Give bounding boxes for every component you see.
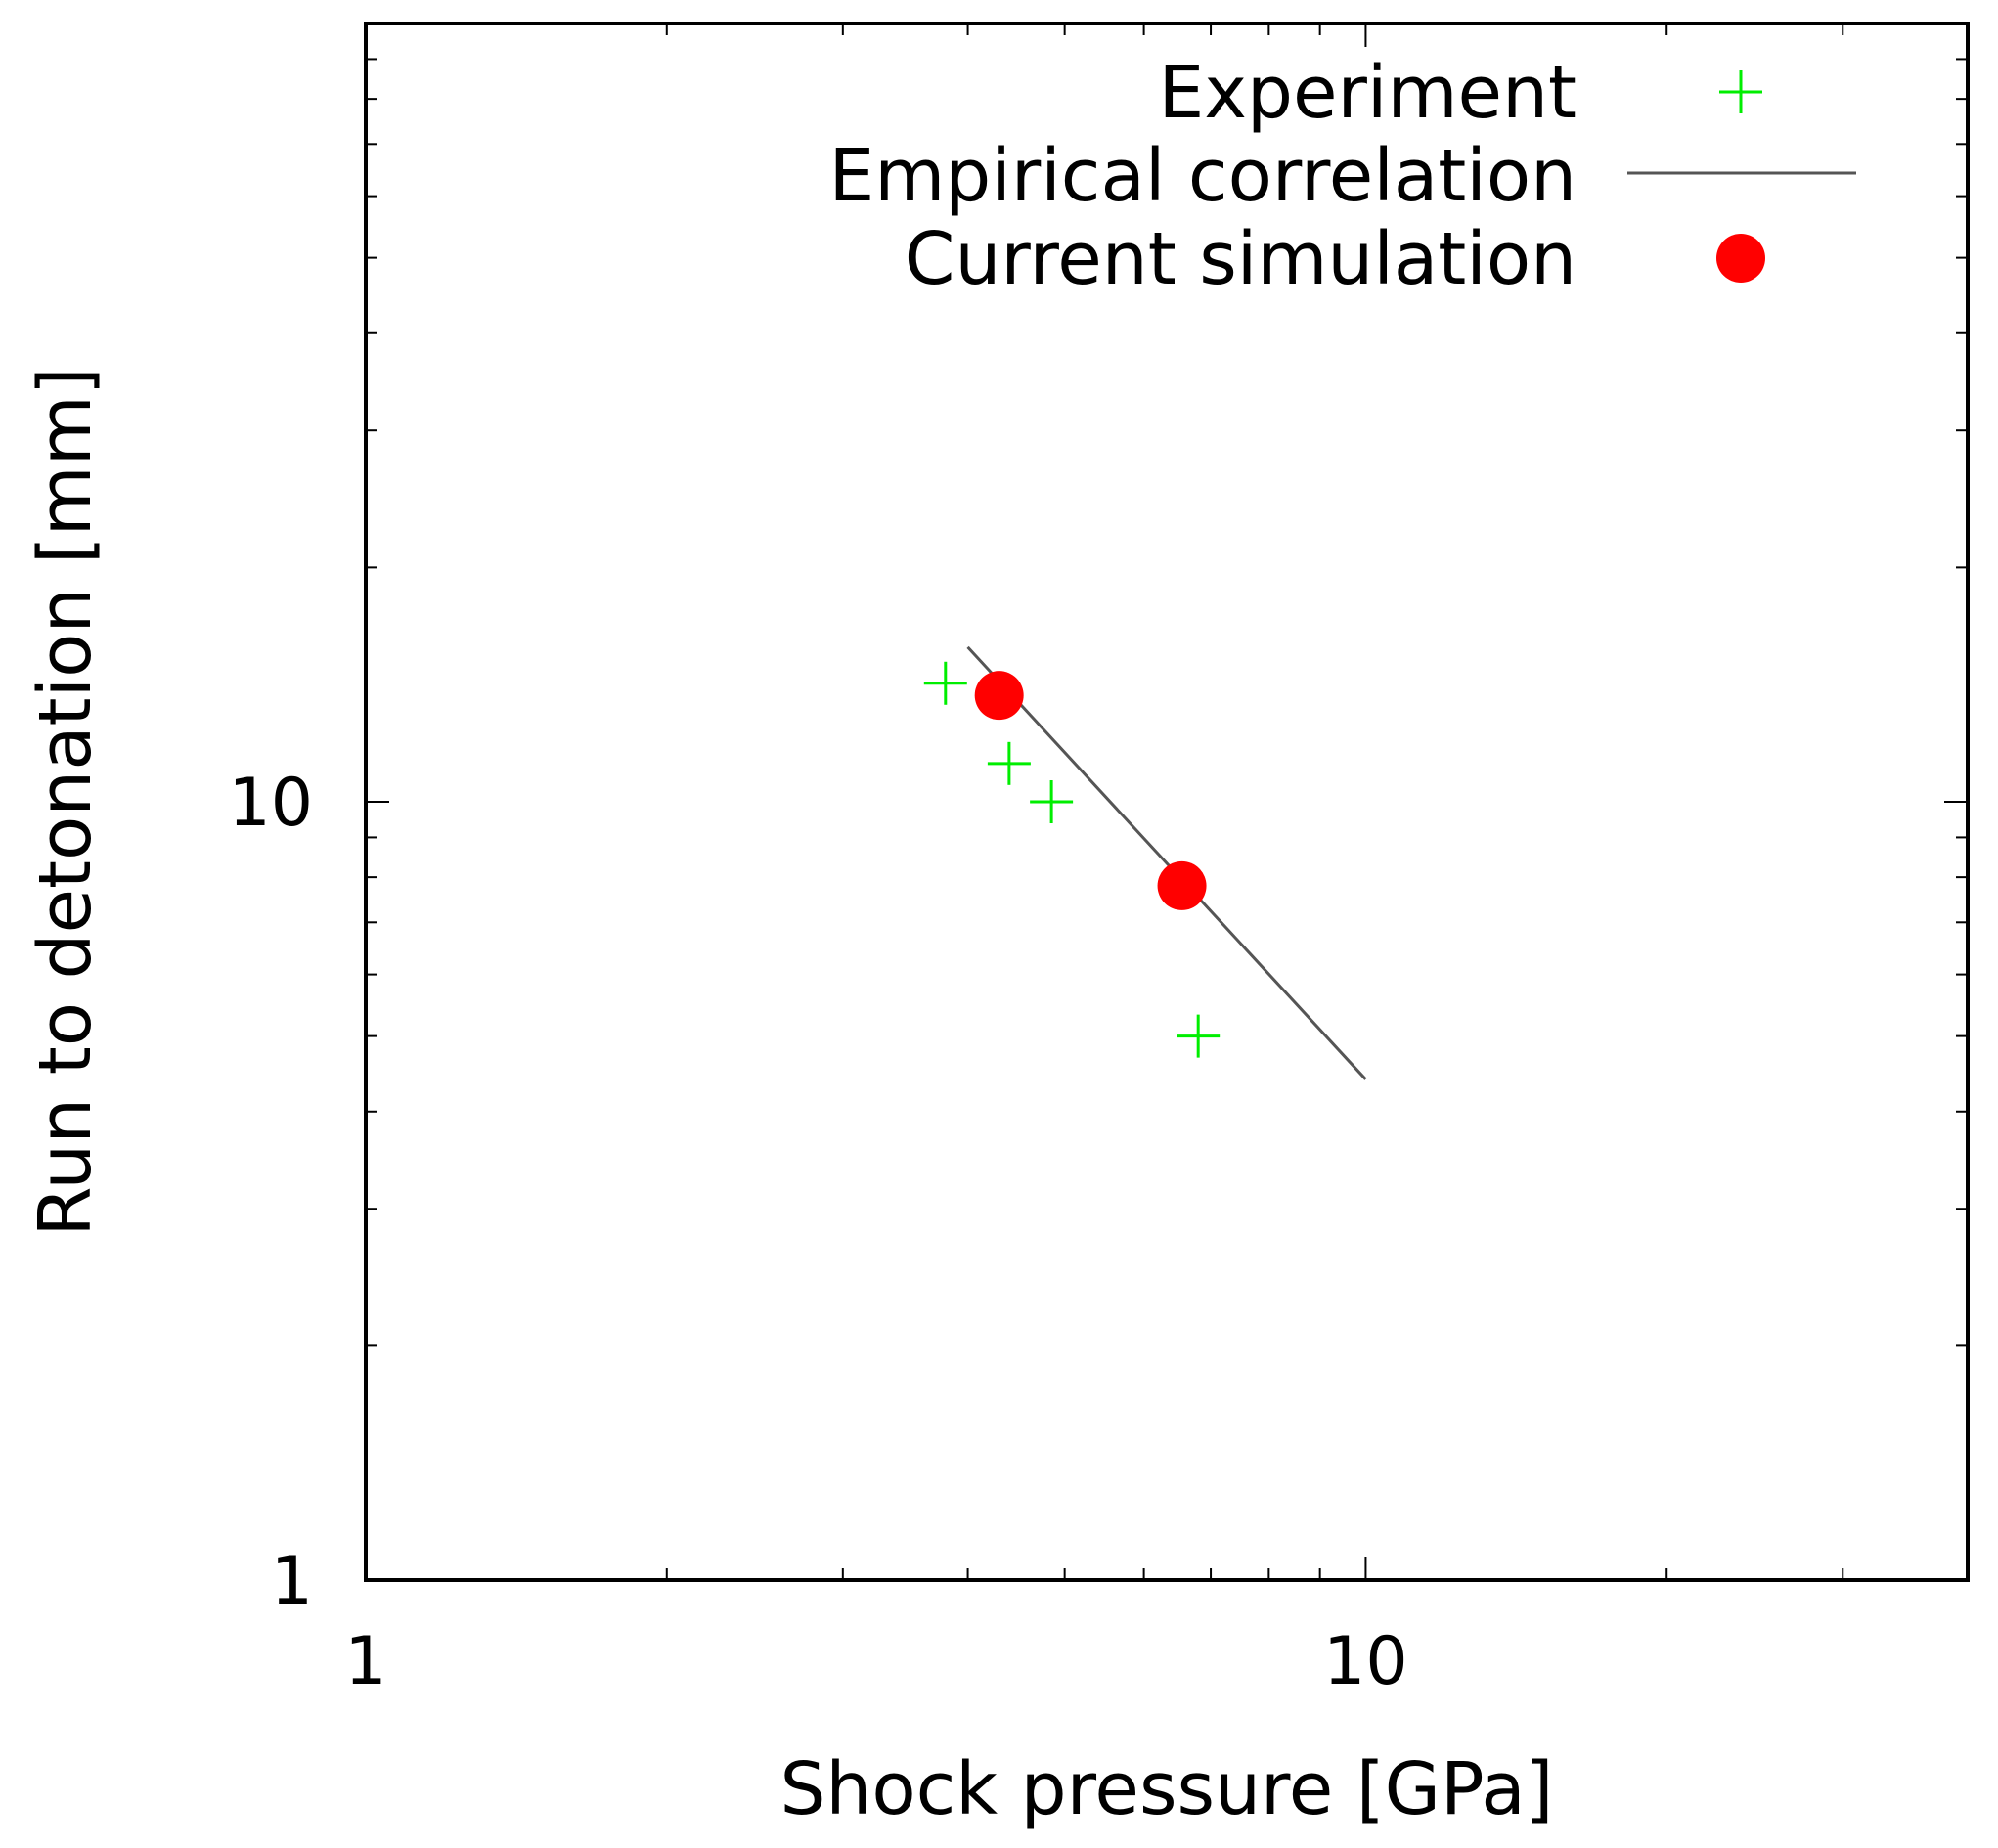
experiment-point (1030, 780, 1074, 823)
experiment-point (1177, 1014, 1221, 1058)
legend-circle-marker (1716, 234, 1765, 283)
experiment-point (923, 661, 967, 705)
y-tick-label: 10 (228, 765, 313, 842)
tick-labels-layer: 1 10 1 10 (228, 765, 1407, 1700)
y-tick-label: 1 (271, 1543, 313, 1620)
simulation-point (1157, 860, 1207, 910)
legend-plus-marker (1719, 70, 1762, 113)
x-tick-label: 10 (1323, 1623, 1408, 1700)
experiment-point (987, 741, 1031, 785)
y-axis-title: Run to detonation [mm] (23, 367, 108, 1236)
simulation-point (974, 671, 1024, 721)
legend-label-simulation: Current simulation (905, 217, 1576, 301)
legend-marker-simulation (1716, 234, 1765, 283)
x-tick-label: 1 (344, 1623, 386, 1700)
legend: Experiment Empirical correlation Current… (828, 51, 1856, 301)
legend-marker-experiment (1719, 70, 1762, 113)
empirical-correlation-line (966, 645, 1367, 1080)
x-axis-title: Shock pressure [GPa] (779, 1747, 1553, 1831)
legend-label-experiment: Experiment (1158, 51, 1576, 135)
legend-label-empirical: Empirical correlation (828, 134, 1576, 218)
ticks-layer (365, 23, 1969, 1581)
series-layer (923, 645, 1367, 1080)
